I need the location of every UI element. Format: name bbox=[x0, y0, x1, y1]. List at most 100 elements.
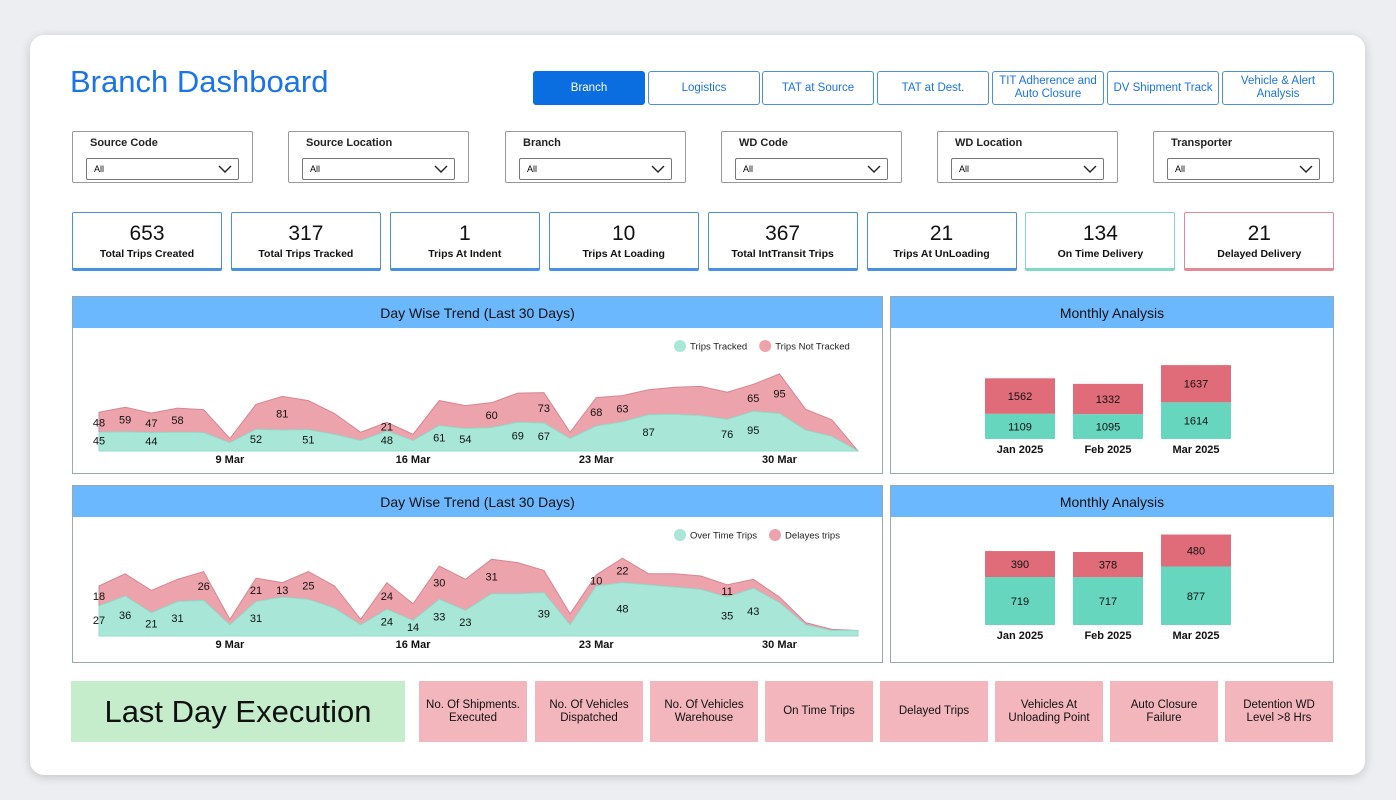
nav-tab[interactable]: Logistics bbox=[648, 71, 760, 105]
filter-select[interactable]: All bbox=[1167, 158, 1320, 180]
data-label: 48 bbox=[93, 417, 105, 429]
kpi-card: 21 Trips At UnLoading bbox=[866, 212, 1017, 271]
x-tick-label: Feb 2025 bbox=[1084, 444, 1131, 456]
filter: Transporter All bbox=[1153, 131, 1334, 183]
filter-label: Transporter bbox=[1171, 137, 1233, 149]
chevron-icon bbox=[218, 165, 232, 173]
data-label: 54 bbox=[459, 434, 471, 446]
data-label: 69 bbox=[512, 431, 524, 443]
chart: 719 390 Jan 2025 717 378 Feb 2025 877 480 Mar 20… bbox=[985, 534, 1231, 642]
kpi-card: 10 Trips At Loading bbox=[548, 212, 699, 271]
kpi-label: Trips At Indent bbox=[428, 248, 502, 260]
data-label: 48 bbox=[381, 435, 393, 447]
chart-panel: Day Wise Trend (Last 30 Days) 45 44 52 51 48 6… bbox=[72, 296, 883, 474]
area bbox=[98, 582, 859, 637]
data-label: 58 bbox=[171, 415, 183, 427]
x-tick-label: Feb 2025 bbox=[1084, 630, 1131, 642]
kpi-label: Trips At Loading bbox=[582, 248, 665, 260]
data-label: 24 bbox=[381, 591, 393, 603]
kpi-value: 1 bbox=[458, 222, 471, 245]
chevron-icon bbox=[1083, 165, 1097, 173]
bar-segment bbox=[1073, 577, 1143, 625]
filter-select[interactable]: All bbox=[86, 158, 239, 180]
chart: 1109 1562 Jan 2025 1095 1332 Feb 2025 1614 1637… bbox=[985, 365, 1231, 456]
kpi-value: 367 bbox=[765, 222, 801, 245]
x-tick-label: 30 Mar bbox=[762, 639, 798, 651]
x-tick-label: Jan 2025 bbox=[997, 444, 1043, 456]
nav-tab[interactable]: Vehicle & Alert Analysis bbox=[1222, 71, 1334, 105]
data-label: 48 bbox=[616, 603, 628, 615]
filter-select[interactable]: All bbox=[302, 158, 455, 180]
data-label: 95 bbox=[773, 389, 785, 401]
data-label: 10 bbox=[590, 575, 602, 587]
nav-tab[interactable]: TAT at Source bbox=[762, 71, 874, 105]
page-title: Branch Dashboard bbox=[70, 64, 329, 99]
data-label: 22 bbox=[616, 565, 628, 577]
bar-segment bbox=[985, 577, 1055, 625]
filter-select[interactable]: All bbox=[735, 158, 888, 180]
area bbox=[98, 410, 860, 452]
data-label: 11 bbox=[721, 586, 732, 598]
nav-tab[interactable]: DV Shipment Track bbox=[1107, 71, 1219, 105]
legend-label: Trips Tracked bbox=[690, 342, 747, 353]
chart-title: Monthly Analysis bbox=[891, 297, 1333, 328]
execution-item: No. Of Vehicles Warehouse bbox=[650, 681, 758, 742]
nav-tab[interactable]: TIT Adherence and Auto Closure bbox=[992, 71, 1104, 105]
kpi-label: Total Trips Tracked bbox=[258, 248, 354, 260]
chart-title: Day Wise Trend (Last 30 Days) bbox=[73, 297, 882, 328]
nav-tab[interactable]: Branch bbox=[533, 71, 645, 105]
kpi-value: 21 bbox=[929, 222, 954, 245]
chevron bbox=[218, 165, 232, 173]
data-label: 35 bbox=[721, 611, 733, 623]
chevron bbox=[1299, 165, 1313, 173]
legend-label: Trips Not Tracked bbox=[775, 342, 850, 353]
data-label: 25 bbox=[302, 580, 314, 592]
legend-swatch bbox=[674, 529, 686, 541]
data-label: 44 bbox=[145, 436, 157, 448]
data-label: 390 bbox=[1011, 559, 1029, 571]
filter-select[interactable]: All bbox=[951, 158, 1104, 180]
x-tick-label: 9 Mar bbox=[215, 454, 244, 466]
kpi-value: 134 bbox=[1082, 222, 1118, 245]
data-label: 45 bbox=[93, 436, 105, 448]
filter-label: Branch bbox=[523, 137, 561, 149]
kpi-card: 1 Trips At Indent bbox=[389, 212, 540, 271]
data-label: 60 bbox=[485, 410, 497, 422]
data-label: 31 bbox=[250, 613, 262, 625]
filter: Source Code All bbox=[72, 131, 253, 183]
data-label: 47 bbox=[145, 418, 157, 430]
bar-segment bbox=[1073, 552, 1143, 578]
chart-panel: Monthly Analysis 719 390 Jan 2025 717 378 Feb … bbox=[890, 485, 1334, 663]
data-label: 95 bbox=[747, 425, 759, 437]
data-label: 81 bbox=[276, 408, 288, 420]
data-label: 877 bbox=[1187, 591, 1205, 603]
chart: 27 36 21 31 31 24 14 33 23 39 48 35 43 18 26 21 13 25 24 30… bbox=[93, 529, 859, 651]
legend-swatch bbox=[759, 340, 772, 352]
data-label: 43 bbox=[747, 606, 759, 618]
data-label: 52 bbox=[250, 434, 262, 446]
execution-title: Last Day Execution bbox=[71, 681, 405, 742]
bar-segment bbox=[1161, 402, 1231, 439]
filter-label: Source Code bbox=[90, 137, 158, 149]
filter-select[interactable]: All bbox=[519, 158, 672, 180]
kpi-label: Delayed Delivery bbox=[1217, 248, 1302, 260]
data-label: 33 bbox=[433, 612, 445, 624]
kpi-value: 653 bbox=[129, 222, 165, 245]
chart-title: Day Wise Trend (Last 30 Days) bbox=[73, 486, 882, 517]
data-label: 1332 bbox=[1096, 394, 1120, 406]
data-label: 1095 bbox=[1096, 422, 1120, 434]
data-label: 63 bbox=[616, 404, 628, 416]
nav-tab[interactable]: TAT at Dest. bbox=[877, 71, 989, 105]
legend-swatch bbox=[769, 529, 782, 541]
data-label: 73 bbox=[538, 403, 550, 415]
chevron bbox=[651, 165, 665, 173]
kpi-card: 21 Delayed Delivery bbox=[1184, 212, 1335, 271]
bar-segment bbox=[1073, 383, 1143, 415]
bar-segment bbox=[1073, 414, 1143, 439]
data-label: 717 bbox=[1099, 596, 1117, 608]
chevron-icon bbox=[651, 165, 665, 173]
bar-segment bbox=[985, 413, 1055, 439]
kpi-value: 21 bbox=[1247, 222, 1271, 245]
data-label: 378 bbox=[1099, 560, 1117, 572]
